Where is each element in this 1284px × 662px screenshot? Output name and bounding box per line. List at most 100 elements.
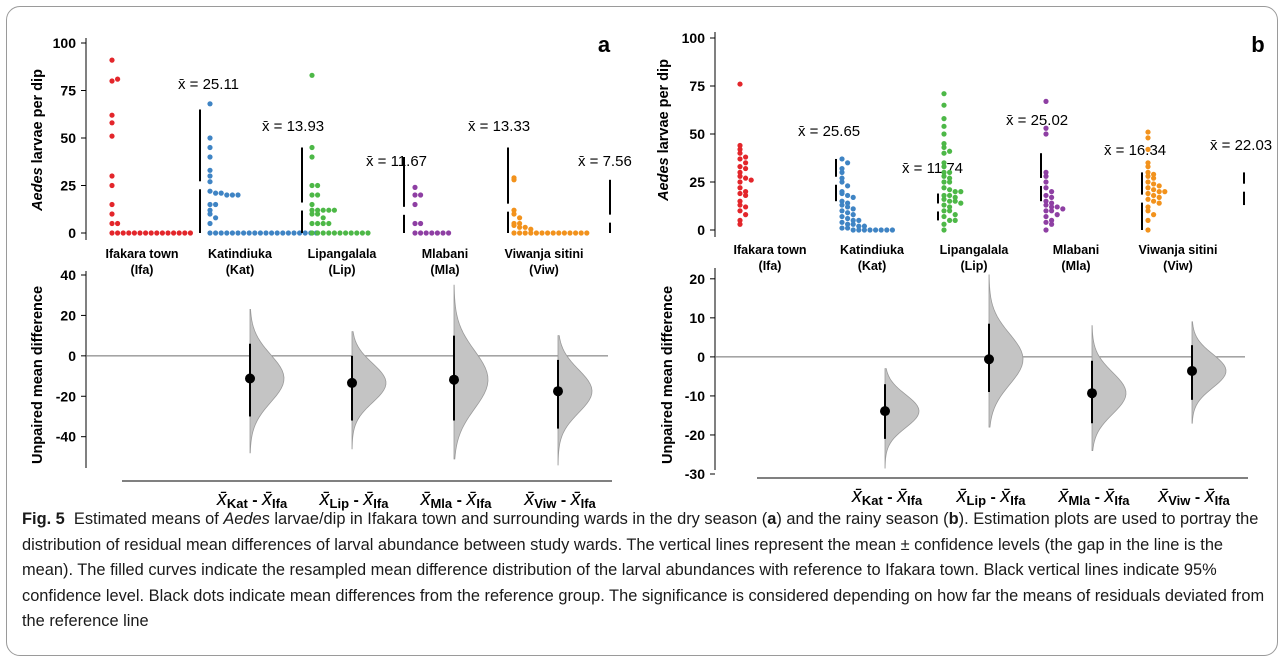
panel-b-point-3-0-27: [1043, 173, 1049, 179]
panel-a-point-3-4-0: [434, 230, 440, 236]
panel-a-point-1-3-21: [224, 192, 230, 198]
panel-a-point-4-13-0: [584, 230, 590, 236]
panel-a-est-ytick-label-20: 20: [60, 307, 76, 323]
panel-b-point-2-0-36: [941, 160, 947, 166]
panel-a-point-0-10-0: [165, 230, 171, 236]
panel-b-point-4-0-33: [1145, 164, 1151, 170]
panel-a-point-1-16-0: [297, 230, 303, 236]
panel-a-point-2-3-12: [326, 207, 332, 213]
panel-b-point-0-1-39: [743, 154, 749, 160]
panel-b-point-2-1-21: [947, 187, 953, 193]
panel-a-point-1-0-30: [207, 173, 213, 179]
panel-b-point-1-6-0: [873, 227, 879, 233]
panel-a-distribution-2: [453, 284, 489, 460]
panel-b-point-0-0-24: [737, 179, 743, 185]
panel-b-diff-mean-2: [1087, 388, 1097, 399]
panel-a-point-4-10-0: [567, 230, 573, 236]
panel-b-ytick-label-25: 25: [689, 174, 705, 190]
panel-b-point-2-1-6: [947, 217, 953, 223]
panel-b-point-1-0-9: [839, 208, 845, 214]
panel-b-est-ytick-label-20: 20: [689, 271, 705, 287]
panel-b-point-1-3-6: [856, 217, 862, 223]
panel-b-point-4-1-24: [1151, 181, 1157, 187]
caption-bold-a: a: [767, 510, 777, 528]
panel-b-point-1-1-18: [845, 192, 851, 199]
panel-b-point-1-7-0: [878, 227, 884, 233]
panel-b-mean-label-4: x̄ = 22.03: [1210, 137, 1272, 154]
panel-a-diff-label-3: x̄Viw - x̄Ifa: [523, 488, 596, 511]
panel-a-point-4-0-6: [511, 220, 517, 227]
caption-text-3: ) and the rainy season (: [776, 510, 949, 528]
panel-a-point-0-4-0: [131, 230, 137, 236]
panel-b-point-4-0-51: [1145, 129, 1151, 135]
panel-a-mean-label-2: x̄ = 11.67: [366, 153, 427, 170]
panel-b-diff-mean-3: [1187, 365, 1197, 376]
panel-b-point-1-8-0: [884, 227, 890, 233]
panel-a-point-3-0-6: [412, 220, 418, 227]
panel-b-point-4-1-9: [1151, 212, 1157, 218]
panel-b-point-1-1-36: [845, 160, 851, 166]
panel-a-distribution-1: [351, 331, 387, 450]
panel-a-mean-label-1: x̄ = 13.93: [262, 118, 324, 135]
panel-b-point-4-1-18: [1151, 192, 1157, 199]
panel-b-point-1-1-9: [845, 210, 851, 216]
panel-b-point-2-0-3: [941, 221, 947, 227]
panel-a-ytick-label-25: 25: [60, 178, 76, 194]
panel-a-estimation-ylabel: Unpaired mean difference: [30, 286, 46, 464]
panel-b-point-1-3-3: [856, 223, 862, 229]
panel-b-point-4-2-24: [1156, 183, 1162, 189]
panel-b-point-4-0-48: [1145, 135, 1151, 141]
panel-b-point-3-1-6: [1049, 217, 1055, 223]
panel-a-point-1-12-0: [274, 230, 280, 236]
panel-b-point-1-0-15: [839, 198, 845, 204]
panel-a-point-4-2-0: [522, 230, 528, 236]
panel-a-point-2-0-0: [309, 230, 315, 236]
panel-b-point-4-0-27: [1145, 173, 1151, 179]
panel-b-point-1-1-3: [845, 221, 851, 227]
panel-a-point-0-1-0: [115, 230, 121, 236]
panel-b-diff-label-3: x̄Viw - x̄Ifa: [1157, 485, 1230, 508]
panel-a-point-1-4-0: [229, 230, 235, 236]
panel-b-point-2-0-9: [941, 208, 947, 214]
panel-a-point-1-0-69: [207, 101, 213, 107]
panel-a-point-0-0-9: [109, 211, 115, 217]
panel-a-diff-label-0: x̄Kat - x̄Ifa: [216, 488, 288, 511]
panel-b-point-4-0-9: [1145, 208, 1151, 214]
panel-a-point-0-0-63: [109, 112, 115, 118]
panel-a-point-3-0-15: [412, 201, 418, 208]
panel-a-point-1-15-0: [291, 230, 297, 236]
panel-b-point-4-3-21: [1162, 189, 1168, 195]
panel-b-distribution-3: [1191, 321, 1227, 424]
panel-a: Aedes larvae per dip a 0 25 50 75 100 x̄ = 25…: [30, 32, 632, 511]
panel-b-point-3-0-24: [1043, 179, 1049, 185]
panel-b-estimation-ylabel: Unpaired mean difference: [660, 286, 676, 464]
panel-b-mean-label-1: x̄ = 11.74: [902, 160, 963, 177]
panel-b-point-0-1-9: [743, 212, 749, 218]
panel-b-point-2-0-66: [941, 102, 947, 108]
panel-a-point-2-6-0: [343, 230, 349, 236]
panel-a-point-1-0-12: [207, 207, 213, 213]
panel-b-letter: b: [1251, 32, 1264, 57]
panel-b-point-3-1-12: [1049, 204, 1055, 210]
panel-a-distribution-0: [249, 308, 285, 454]
panel-b-point-3-1-9: [1049, 208, 1055, 214]
panel-b-group-code-3: (Mla): [1061, 259, 1090, 273]
panel-b-point-2-2-9: [952, 212, 958, 218]
panel-b-point-1-9-0: [889, 227, 896, 233]
panel-b-point-3-0-30: [1043, 169, 1049, 175]
panel-a-point-2-0-12: [309, 207, 315, 213]
panel-b-point-2-0-39: [941, 150, 947, 156]
panel-b-point-3-1-3: [1049, 221, 1055, 227]
panel-a-ytick-label-100: 100: [53, 35, 77, 51]
panel-b-point-1-2-6: [850, 217, 856, 223]
panel-b-point-1-0-21: [839, 189, 845, 195]
panel-a-point-0-9-0: [159, 230, 165, 236]
panel-a-point-2-5-0: [337, 230, 343, 236]
panel-a-point-2-0-39: [309, 154, 315, 160]
panel-a-diff-mean-3: [553, 386, 563, 397]
panel-a-scatter: Aedes larvae per dip a 0 25 50 75 100 x̄ = 25…: [30, 32, 632, 277]
panel-a-mean-label-4: x̄ = 7.56: [578, 153, 632, 170]
panel-b-point-2-2-6: [952, 217, 958, 223]
panel-b-point-1-1-0: [845, 225, 851, 231]
panel-b-point-2-0-24: [941, 179, 947, 185]
